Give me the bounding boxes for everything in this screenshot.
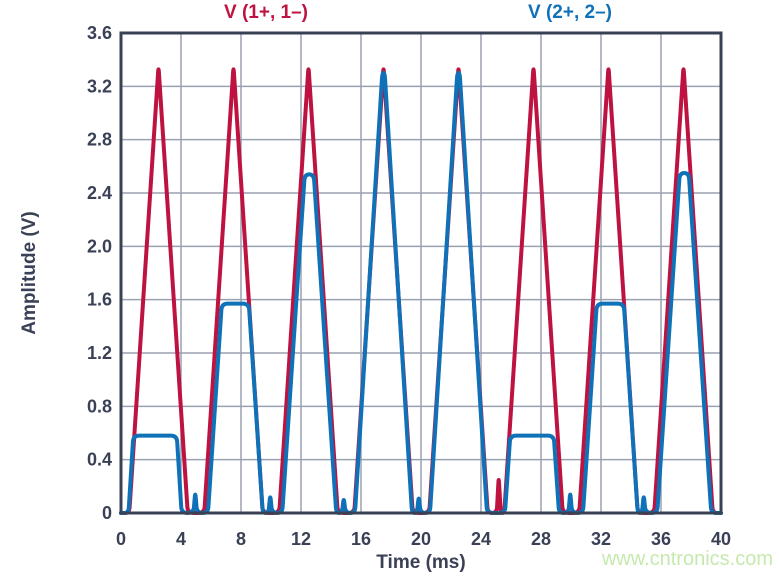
plot-frame — [119, 31, 723, 515]
y-tick-label: 0.8 — [87, 396, 112, 416]
x-tick-label: 36 — [651, 529, 671, 549]
x-tick-label: 28 — [531, 529, 551, 549]
x-tick-label: 24 — [471, 529, 491, 549]
x-tick-label: 12 — [291, 529, 311, 549]
series-1-legend-label: V (1+, 1–) — [224, 2, 308, 23]
y-tick-label: 0 — [102, 503, 112, 523]
x-tick-label: 0 — [116, 529, 126, 549]
series-1-waveform — [119, 67, 723, 515]
y-tick-label: 2.0 — [87, 236, 112, 256]
x-axis-title: Time (ms) — [376, 552, 466, 573]
watermark-text: www.cntronics.com — [601, 548, 773, 570]
x-tick-label: 16 — [351, 529, 371, 549]
y-tick-label: 0.4 — [87, 450, 112, 470]
y-tick-label: 1.2 — [87, 343, 112, 363]
y-tick-label: 2.8 — [87, 130, 112, 150]
series-2-legend-label: V (2+, 2–) — [528, 2, 612, 23]
y-tick-label: 1.6 — [87, 290, 112, 310]
x-tick-label: 40 — [711, 529, 731, 549]
y-tick-label: 3.2 — [87, 76, 112, 96]
y-tick-label: 2.4 — [87, 183, 112, 203]
x-tick-label: 20 — [411, 529, 431, 549]
x-tick-label: 4 — [176, 529, 186, 549]
y-tick-label: 3.6 — [87, 23, 112, 43]
x-tick-label: 8 — [236, 529, 246, 549]
x-tick-label: 32 — [591, 529, 611, 549]
